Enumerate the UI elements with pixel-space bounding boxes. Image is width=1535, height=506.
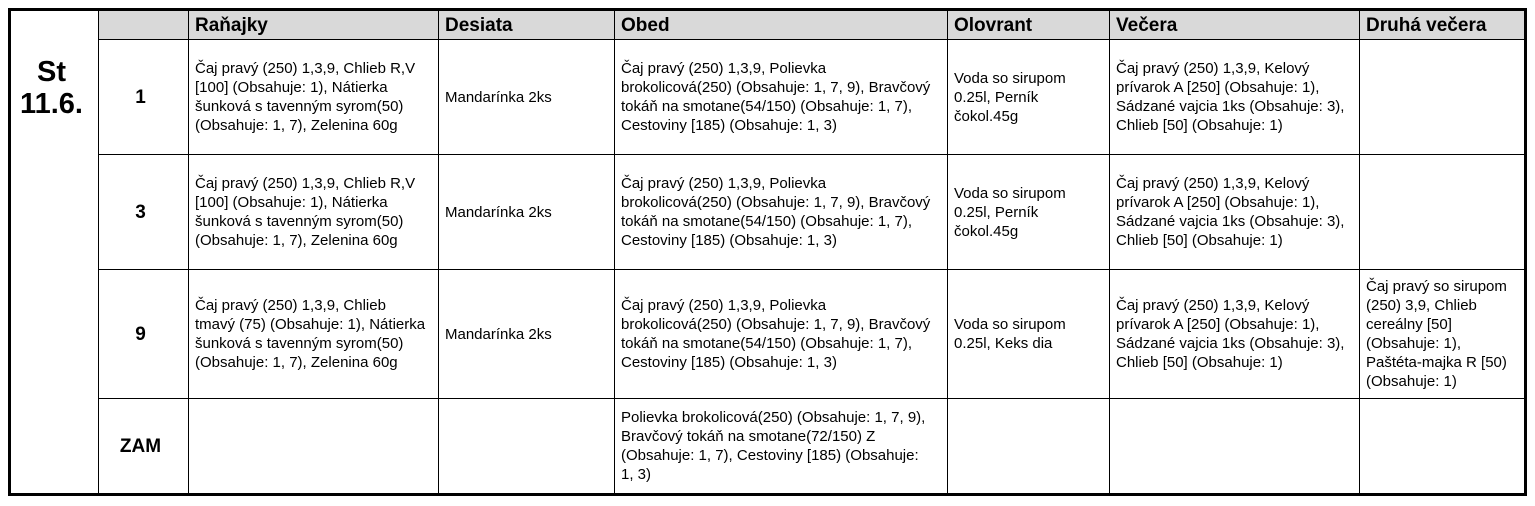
cell-diet9-obed: Čaj pravý (250) 1,3,9, Polievka brokolic… [614,269,948,399]
cell-diet1-olovrant: Voda so sirupom 0.25l, Perník čokol.45g [947,39,1110,155]
header-ranajky: Raňajky [188,9,439,40]
cell-diet1-druha-vecera [1359,39,1526,155]
header-desiata: Desiata [438,9,615,40]
day-abbr: St [37,56,66,88]
menu-row-diet-3: 3 Čaj pravý (250) 1,3,9, Chlieb R,V [100… [10,154,1526,270]
cell-diet1-vecera: Čaj pravý (250) 1,3,9, Kelový prívarok A… [1109,39,1360,155]
cell-diet9-desiata: Mandarínka 2ks [438,269,615,399]
cell-diet3-obed: Čaj pravý (250) 1,3,9, Polievka brokolic… [614,154,948,270]
cell-diet9-ranajky: Čaj pravý (250) 1,3,9, Chlieb tmavý (75)… [188,269,439,399]
row-label-diet-3: 3 [98,154,189,270]
row-label-zam: ZAM [98,398,189,495]
cell-zam-ranajky [188,398,439,495]
cell-diet9-druha-vecera: Čaj pravý so sirupom (250) 3,9, Chlieb c… [1359,269,1526,399]
day-cell: St 11.6. [9,9,99,495]
header-obed: Obed [614,9,948,40]
cell-zam-obed: Polievka brokolicová(250) (Obsahuje: 1, … [614,398,948,495]
cell-diet1-ranajky: Čaj pravý (250) 1,3,9, Chlieb R,V [100] … [188,39,439,155]
cell-diet3-druha-vecera [1359,154,1526,270]
cell-diet9-vecera: Čaj pravý (250) 1,3,9, Kelový prívarok A… [1109,269,1360,399]
cell-diet9-olovrant: Voda so sirupom 0.25l, Keks dia [947,269,1110,399]
cell-zam-vecera [1109,398,1360,495]
cell-diet3-ranajky: Čaj pravý (250) 1,3,9, Chlieb R,V [100] … [188,154,439,270]
header-druha-vecera: Druhá večera [1359,9,1526,40]
header-vecera: Večera [1109,9,1360,40]
cell-zam-olovrant [947,398,1110,495]
header-olovrant: Olovrant [947,9,1110,40]
cell-zam-druha-vecera [1359,398,1526,495]
cell-diet1-obed: Čaj pravý (250) 1,3,9, Polievka brokolic… [614,39,948,155]
menu-table: St 11.6. Raňajky Desiata Obed Olovrant V… [8,8,1527,496]
menu-row-diet-1: 1 Čaj pravý (250) 1,3,9, Chlieb R,V [100… [10,39,1526,155]
cell-diet3-desiata: Mandarínka 2ks [438,154,615,270]
menu-row-zam: ZAM Polievka brokolicová(250) (Obsahuje:… [10,398,1526,495]
header-row: St 11.6. Raňajky Desiata Obed Olovrant V… [9,9,1526,495]
menu-row-diet-9: 9 Čaj pravý (250) 1,3,9, Chlieb tmavý (7… [10,269,1526,399]
cell-zam-desiata [438,398,615,495]
day-date: 11.6. [20,88,83,120]
cell-diet1-desiata: Mandarínka 2ks [438,39,615,155]
header-corner [98,9,189,40]
cell-diet3-olovrant: Voda so sirupom 0.25l, Perník čokol.45g [947,154,1110,270]
row-label-diet-9: 9 [98,269,189,399]
row-label-diet-1: 1 [98,39,189,155]
cell-diet3-vecera: Čaj pravý (250) 1,3,9, Kelový prívarok A… [1109,154,1360,270]
